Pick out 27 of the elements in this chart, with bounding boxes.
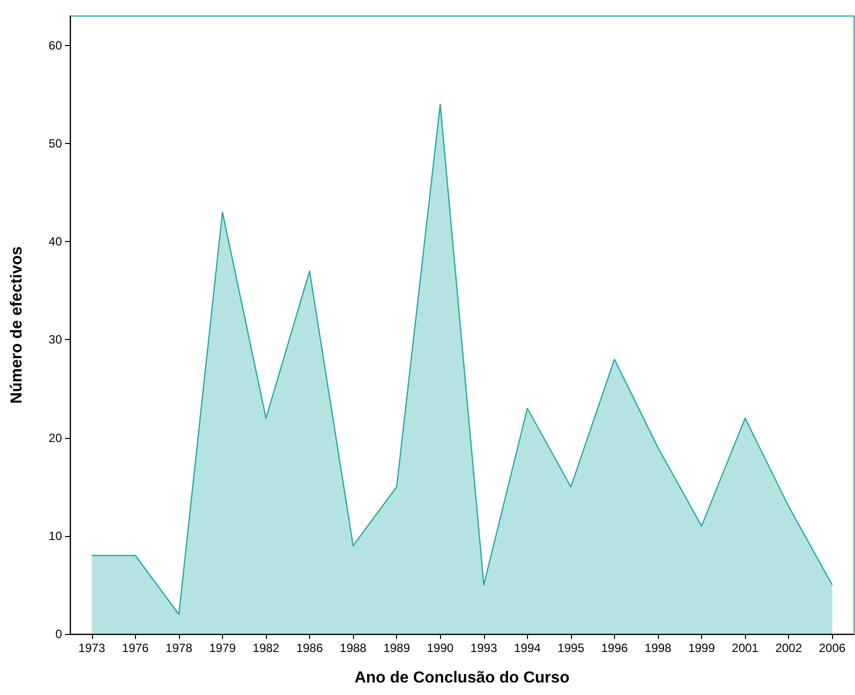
y-tick-label: 60 — [48, 38, 62, 52]
x-tick-label: 2001 — [732, 641, 759, 655]
x-tick-label: 1988 — [340, 641, 367, 655]
x-tick-label: 1998 — [644, 641, 672, 655]
y-tick-label: 30 — [48, 332, 62, 347]
x-tick-label: 1993 — [470, 641, 498, 655]
x-axis-title: Ano de Conclusão do Curso — [354, 670, 570, 686]
x-tick-label: 1995 — [558, 641, 585, 655]
x-tick-label: 1994 — [514, 641, 542, 655]
x-tick-label: 1979 — [209, 641, 236, 655]
x-tick-label: 1973 — [78, 641, 106, 655]
x-tick-label: 1982 — [252, 641, 280, 655]
y-axis-title: Número de efectivos — [8, 246, 26, 404]
y-tick-label: 50 — [48, 136, 62, 151]
x-tick-label: 1999 — [688, 641, 716, 655]
x-tick-label: 1996 — [601, 641, 628, 655]
x-tick-label: 1989 — [383, 641, 410, 655]
x-tick-label: 1976 — [122, 641, 150, 655]
y-tick-label: 0 — [55, 627, 62, 641]
y-tick-label: 10 — [48, 528, 62, 543]
x-tick-label: 1978 — [166, 641, 193, 655]
x-tick-label: 1990 — [426, 641, 454, 655]
x-tick-label: 2002 — [775, 641, 802, 655]
y-tick-label: 20 — [48, 430, 62, 445]
x-tick-label: 2006 — [818, 641, 846, 655]
x-tick-label: 1986 — [296, 641, 324, 655]
y-tick-label: 40 — [48, 234, 62, 249]
